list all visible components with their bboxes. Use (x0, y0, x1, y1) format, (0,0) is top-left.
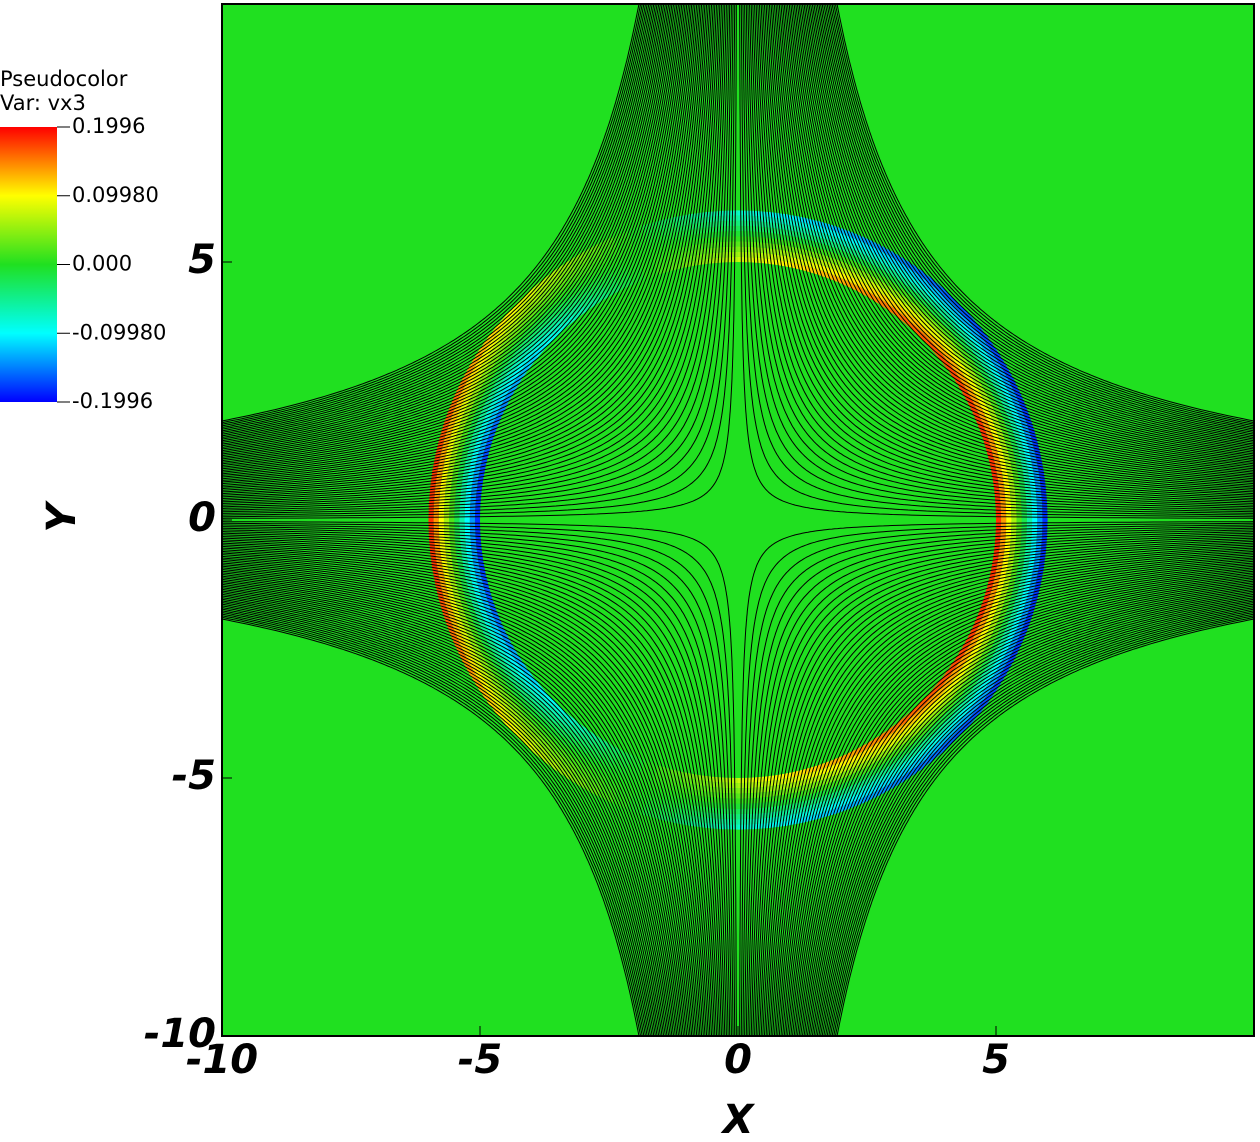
field-cell (1032, 519, 1038, 535)
field-cell (449, 520, 455, 536)
colorbar-tick-label: 0.1996 (72, 114, 145, 138)
colorbar-tick-label: -0.09980 (72, 320, 166, 344)
field-cell (724, 257, 738, 263)
field-cell (737, 231, 753, 237)
field-cell (738, 809, 754, 815)
field-cell (444, 520, 450, 536)
field-cell (738, 803, 754, 809)
field-cell (1021, 504, 1027, 520)
x-tick-label: 0 (724, 1037, 752, 1083)
field-cell (722, 226, 738, 232)
field-cell (723, 803, 739, 809)
field-cell (1016, 505, 1022, 520)
field-cell (738, 798, 753, 804)
field-cell (434, 504, 440, 521)
legend-title: Pseudocolor (0, 67, 128, 91)
y-tick-label: 0 (188, 495, 216, 541)
field-cell (1027, 519, 1033, 535)
field-cell (722, 819, 739, 825)
x-tick-label: -5 (458, 1037, 502, 1083)
field-cell (444, 505, 450, 521)
field-cell (439, 504, 445, 520)
field-cell (1027, 504, 1033, 520)
field-cell (722, 231, 738, 237)
field-cell (454, 520, 460, 535)
field-cell (1021, 519, 1027, 535)
plot-background (222, 4, 1254, 1036)
field-cell (722, 814, 738, 820)
y-tick-label: -5 (172, 753, 216, 799)
colorbar (0, 127, 57, 402)
field-cell (723, 809, 739, 815)
colorbar-tick-label: 0.09980 (72, 183, 159, 207)
y-axis-label: Y (39, 499, 85, 532)
legend-subtitle: Var: vx3 (0, 91, 86, 115)
field-cell (737, 226, 753, 232)
field-cell (996, 506, 1002, 520)
y-tick-label: 5 (188, 237, 216, 283)
field-cell (738, 778, 752, 784)
field-cell (737, 221, 753, 227)
colorbar-tick-label: -0.1996 (72, 389, 153, 413)
x-tick-label: 5 (982, 1037, 1010, 1083)
field-cell (723, 236, 738, 242)
field-cell (737, 216, 754, 222)
plot-area (196, 0, 1260, 1062)
y-tick-label: -10 (144, 1011, 216, 1057)
field-cell (475, 520, 481, 534)
field-cell (1037, 519, 1043, 536)
field-cell (449, 505, 455, 521)
colorbar-tick-label: 0.000 (72, 252, 132, 276)
x-axis-label: X (720, 1097, 756, 1138)
